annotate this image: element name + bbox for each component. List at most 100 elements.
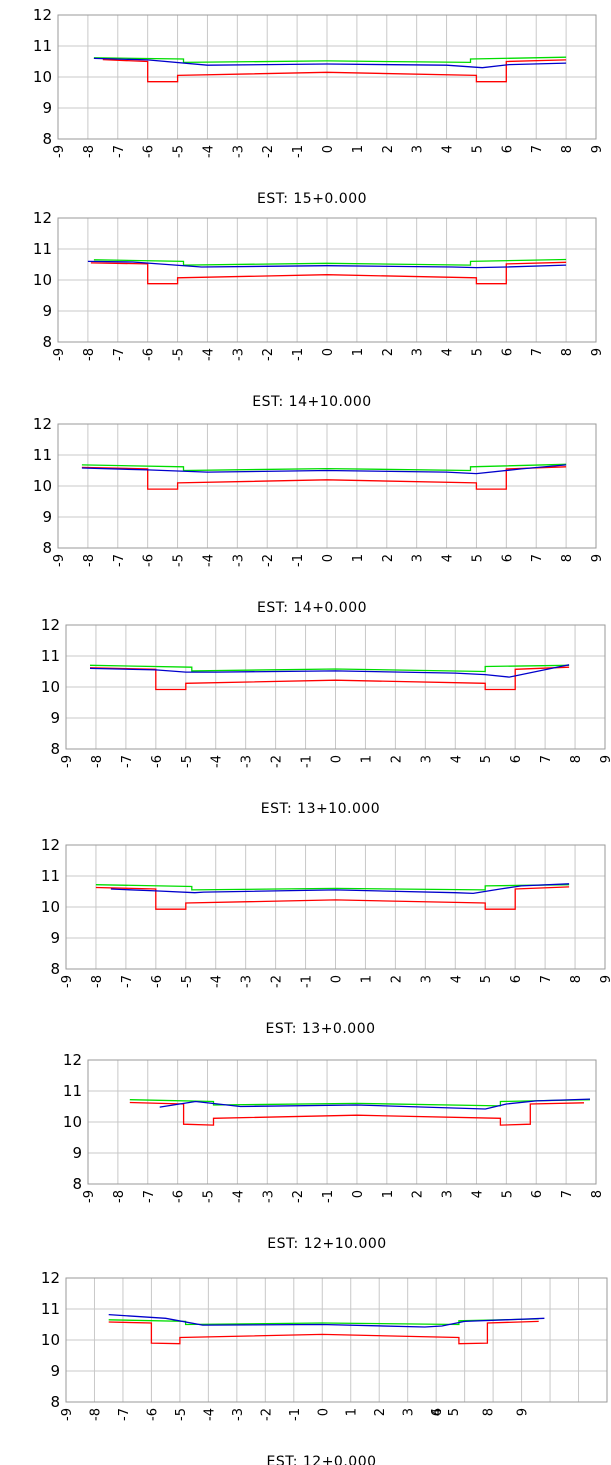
series-line-2	[129, 1101, 585, 1126]
series-line-3	[110, 883, 570, 895]
y-tick-label: 12	[41, 616, 60, 634]
x-tick-label: -9	[52, 145, 67, 158]
x-tick-label: -2	[270, 975, 285, 988]
x-tick-label: 7	[539, 975, 554, 983]
x-tick-label: -8	[82, 348, 97, 361]
y-tick-label: 10	[33, 477, 52, 495]
y-tick-label: 12	[33, 209, 52, 227]
x-tick-label: 0	[330, 755, 345, 763]
x-tick-label: 5	[470, 554, 485, 562]
station-label: EST: 13+10.000	[261, 801, 380, 817]
plot-frame	[65, 1277, 608, 1403]
x-tick-label: 2	[381, 554, 396, 562]
series-line-2	[95, 886, 570, 910]
x-tick-label: -6	[172, 1190, 187, 1203]
station-label: EST: 12+10.000	[267, 1236, 386, 1252]
x-tick-label: -4	[210, 755, 225, 768]
x-tick-label: -3	[231, 554, 246, 567]
x-tick-label: -9	[60, 755, 75, 768]
station-label: EST: 14+10.000	[252, 394, 371, 410]
x-tick-label: -5	[172, 145, 187, 158]
series-line-3	[81, 464, 567, 475]
x-tick-label: 4	[441, 554, 456, 562]
x-tick-label: 8	[560, 554, 575, 562]
x-tick-label: -2	[261, 554, 276, 567]
x-tick-label: -6	[150, 755, 165, 768]
x-tick-label: 6	[500, 145, 515, 153]
y-tick-label: 12	[41, 1269, 60, 1287]
y-tick-label: 9	[72, 1144, 82, 1162]
x-tick-label: 4	[441, 145, 456, 153]
x-tick-label: -5	[180, 975, 195, 988]
series-line-1	[95, 884, 570, 891]
x-tick-label: 7	[560, 1190, 575, 1198]
x-tick-label: -8	[112, 1190, 127, 1203]
x-tick-label: 4	[470, 1190, 485, 1198]
x-tick-label: -1	[288, 1408, 303, 1421]
series-line-1	[89, 664, 570, 673]
x-tick-label: 9	[590, 145, 605, 153]
y-tick-label: 10	[41, 678, 60, 696]
y-tick-label: 8	[50, 740, 60, 758]
x-tick-label: 9	[590, 554, 605, 562]
x-tick-label: -7	[112, 145, 127, 158]
x-tick-label: 7	[530, 348, 545, 356]
x-tick-label: -5	[202, 1190, 217, 1203]
x-tick-label: 8	[481, 1408, 496, 1416]
cross-section-chart-4: 89101112-9-8-7-6-5-4-3-2-10123456789EST:…	[41, 616, 611, 817]
y-tick-label: 12	[63, 1051, 82, 1069]
x-tick-label: -1	[291, 554, 306, 567]
x-tick-label: -9	[60, 975, 75, 988]
x-tick-label: 0	[321, 348, 336, 356]
x-tick-label: 6	[500, 348, 515, 356]
x-tick-label: -4	[201, 554, 216, 567]
plot-frame	[65, 624, 606, 750]
series-line-2	[108, 1320, 539, 1345]
y-tick-label: 10	[33, 271, 52, 289]
x-tick-label: 5	[447, 1408, 462, 1416]
x-tick-label: -7	[120, 755, 135, 768]
x-tick-label: 5	[470, 348, 485, 356]
y-tick-label: 8	[50, 1393, 60, 1411]
x-tick-label: -7	[112, 348, 127, 361]
x-tick-label: -4	[210, 975, 225, 988]
x-tick-label: -1	[291, 145, 306, 158]
x-tick-label: 5	[479, 975, 494, 983]
x-tick-label: 6	[430, 1408, 445, 1416]
x-tick-label: 9	[516, 1408, 531, 1416]
y-tick-label: 11	[41, 647, 60, 665]
y-tick-label: 9	[50, 929, 60, 947]
y-tick-label: 10	[33, 68, 52, 86]
x-tick-label: -2	[259, 1408, 274, 1421]
x-tick-label: -8	[90, 975, 105, 988]
x-tick-label: -2	[270, 755, 285, 768]
x-tick-label: 4	[441, 348, 456, 356]
x-tick-label: 2	[389, 755, 404, 763]
x-tick-label: -6	[145, 1408, 160, 1421]
y-tick-label: 12	[33, 6, 52, 24]
x-tick-label: -5	[172, 554, 187, 567]
x-tick-label: 6	[530, 1190, 545, 1198]
x-tick-label: 3	[411, 145, 426, 153]
y-tick-label: 9	[42, 99, 52, 117]
x-tick-label: -9	[82, 1190, 97, 1203]
x-tick-label: 1	[345, 1408, 360, 1416]
series-line-2	[89, 666, 570, 691]
y-tick-label: 11	[63, 1082, 82, 1100]
x-tick-label: 7	[530, 554, 545, 562]
x-tick-label: 1	[351, 348, 366, 356]
y-tick-label: 11	[41, 1300, 60, 1318]
x-tick-label: 3	[441, 1190, 456, 1198]
x-tick-label: 0	[316, 1408, 331, 1416]
series-line-3	[89, 664, 570, 678]
x-tick-label: 5	[470, 145, 485, 153]
x-tick-label: -1	[291, 348, 306, 361]
plot-frame	[87, 1059, 597, 1185]
x-tick-label: 7	[539, 755, 554, 763]
x-tick-label: -7	[120, 975, 135, 988]
x-tick-label: -3	[240, 755, 255, 768]
x-tick-label: 1	[351, 145, 366, 153]
station-label: EST: 15+0.000	[257, 191, 367, 207]
